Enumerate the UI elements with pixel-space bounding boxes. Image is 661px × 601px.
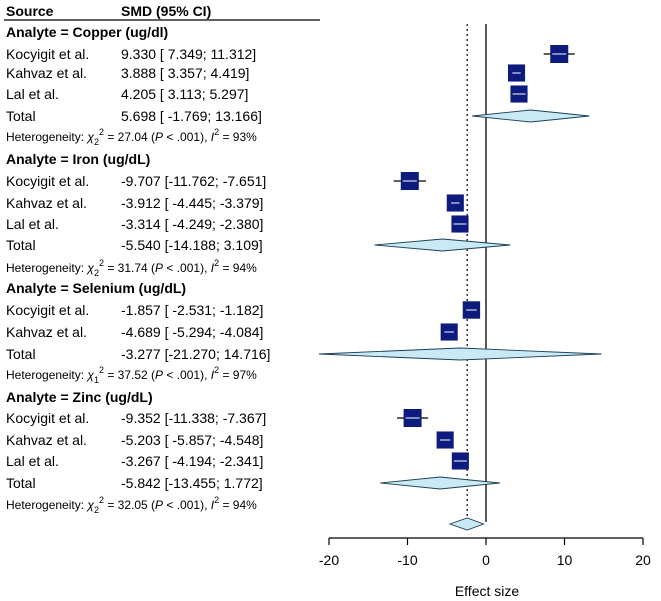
study-name: Kocyigit et al. <box>6 410 89 426</box>
het-df: 2 <box>94 268 99 278</box>
study-ci-text: -3.912 [ -4.445; -3.379] <box>121 195 263 211</box>
pooled-effect-diamond <box>374 238 511 252</box>
study-name: Kocyigit et al. <box>6 173 89 189</box>
het-i-value: = 93% <box>219 130 257 144</box>
het-i: I <box>211 261 215 275</box>
het-chi: χ <box>86 498 94 512</box>
study-name: Kahvaz et al. <box>6 432 87 448</box>
study-name: Kahvaz et al. <box>6 65 87 81</box>
study-ci-text: -3.267 [ -4.194; -2.341] <box>121 453 263 469</box>
het-i-sq: 2 <box>214 127 219 137</box>
x-tick-label: 0 <box>482 552 490 568</box>
het-prefix: Heterogeneity: <box>6 368 87 382</box>
het-i: I <box>211 130 215 144</box>
pooled-effect-diamond <box>380 476 500 490</box>
het-p: P <box>155 261 163 275</box>
study-name: Kahvaz et al. <box>6 195 87 211</box>
total-label: Total <box>6 237 36 253</box>
heterogeneity-text: Heterogeneity: χ22 = 27.04 (P < .001), I… <box>6 127 257 147</box>
total-label: Total <box>6 475 36 491</box>
het-stat: = 31.74 ( <box>104 261 155 275</box>
het-i-value: = 97% <box>219 368 257 382</box>
table-rows: Analyte = Copper (ug/dl) Kocyigit et al. 9… <box>6 24 270 515</box>
study-name: Kocyigit et al. <box>6 46 89 62</box>
total-ci-text: -5.540 [-14.188; 3.109] <box>121 237 263 253</box>
total-ci-text: 5.698 [ -1.769; 13.166] <box>121 108 262 124</box>
pooled-effect-diamond <box>319 347 602 361</box>
het-chi-sq: 2 <box>99 127 104 137</box>
het-prefix: Heterogeneity: <box>6 261 87 275</box>
group-title: Analyte = Zinc (ug/dL) <box>6 389 153 405</box>
het-i-sq: 2 <box>214 365 219 375</box>
group-title: Analyte = Selenium (ug/dL) <box>6 280 186 296</box>
het-i: I <box>211 368 215 382</box>
study-ci-text: -9.707 [-11.762; -7.651] <box>121 173 266 189</box>
het-prefix: Heterogeneity: <box>6 498 87 512</box>
heterogeneity-text: Heterogeneity: χ22 = 32.05 (P < .001), I… <box>6 495 257 515</box>
het-pval: < .001), <box>163 130 211 144</box>
het-chi-sq: 2 <box>99 495 104 505</box>
het-chi: χ <box>86 130 94 144</box>
het-i-value: = 94% <box>219 498 257 512</box>
het-i-sq: 2 <box>214 258 219 268</box>
study-ci-text: -9.352 [-11.338; -7.367] <box>121 410 266 426</box>
x-axis-title: Effect size <box>455 583 520 599</box>
het-chi-sq: 2 <box>99 365 104 375</box>
header-smd: SMD (95% CI) <box>121 3 211 19</box>
het-i: I <box>211 498 215 512</box>
x-axis: -20 -10 0 10 20 Effect size <box>319 537 651 599</box>
pooled-effect-diamond <box>472 109 590 123</box>
group-title: Analyte = Iron (ug/dL) <box>6 151 150 167</box>
het-chi: χ <box>86 261 94 275</box>
heterogeneity-text: Heterogeneity: χ12 = 37.52 (P < .001), I… <box>6 365 257 385</box>
het-stat: = 37.52 ( <box>104 368 155 382</box>
study-ci-text: -5.203 [ -5.857; -4.548] <box>121 432 263 448</box>
study-ci-text: 9.330 [ 7.349; 11.312] <box>121 46 256 62</box>
het-i-value: = 94% <box>219 261 257 275</box>
het-p: P <box>155 368 163 382</box>
total-ci-text: -5.842 [-13.455; 1.772] <box>121 475 263 491</box>
study-name: Kahvaz et al. <box>6 324 87 340</box>
het-pval: < .001), <box>163 368 211 382</box>
het-df: 2 <box>94 137 99 147</box>
heterogeneity-text: Heterogeneity: χ22 = 31.74 (P < .001), I… <box>6 258 257 278</box>
study-name: Lal et al. <box>6 453 59 469</box>
x-tick-label: -20 <box>319 552 339 568</box>
het-p: P <box>155 498 163 512</box>
study-ci-text: -4.689 [ -5.294; -4.084] <box>121 324 263 340</box>
het-chi: χ <box>86 368 94 382</box>
het-prefix: Heterogeneity: <box>6 130 87 144</box>
total-label: Total <box>6 108 36 124</box>
group-title: Analyte = Copper (ug/dl) <box>6 24 168 40</box>
overall-diamond <box>448 517 485 531</box>
study-name: Lal et al. <box>6 86 59 102</box>
het-pval: < .001), <box>163 498 211 512</box>
het-i-sq: 2 <box>214 495 219 505</box>
het-chi-sq: 2 <box>99 258 104 268</box>
plot-marks <box>319 24 602 531</box>
het-pval: < .001), <box>163 261 211 275</box>
study-ci-text: 3.888 [ 3.357; 4.419] <box>121 65 249 81</box>
header-source: Source <box>6 3 54 19</box>
study-ci-text: -3.314 [ -4.249; -2.380] <box>121 216 263 232</box>
study-name: Lal et al. <box>6 216 59 232</box>
table-header: Source SMD (95% CI) <box>4 3 320 21</box>
study-ci-text: 4.205 [ 3.113; 5.297] <box>121 86 248 102</box>
het-stat: = 27.04 ( <box>104 130 155 144</box>
study-name: Kocyigit et al. <box>6 302 89 318</box>
study-ci-text: -1.857 [ -2.531; -1.182] <box>121 302 263 318</box>
het-stat: = 32.05 ( <box>104 498 155 512</box>
het-df: 2 <box>94 505 99 515</box>
het-p: P <box>155 130 163 144</box>
total-label: Total <box>6 346 36 362</box>
total-ci-text: -3.277 [-21.270; 14.716] <box>121 346 270 362</box>
x-tick-label: 10 <box>557 552 573 568</box>
x-tick-label: 20 <box>635 552 651 568</box>
x-tick-label: -10 <box>397 552 417 568</box>
het-df: 1 <box>94 375 99 385</box>
